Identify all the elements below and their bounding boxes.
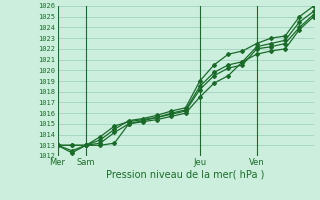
X-axis label: Pression niveau de la mer( hPa ): Pression niveau de la mer( hPa )	[107, 170, 265, 180]
